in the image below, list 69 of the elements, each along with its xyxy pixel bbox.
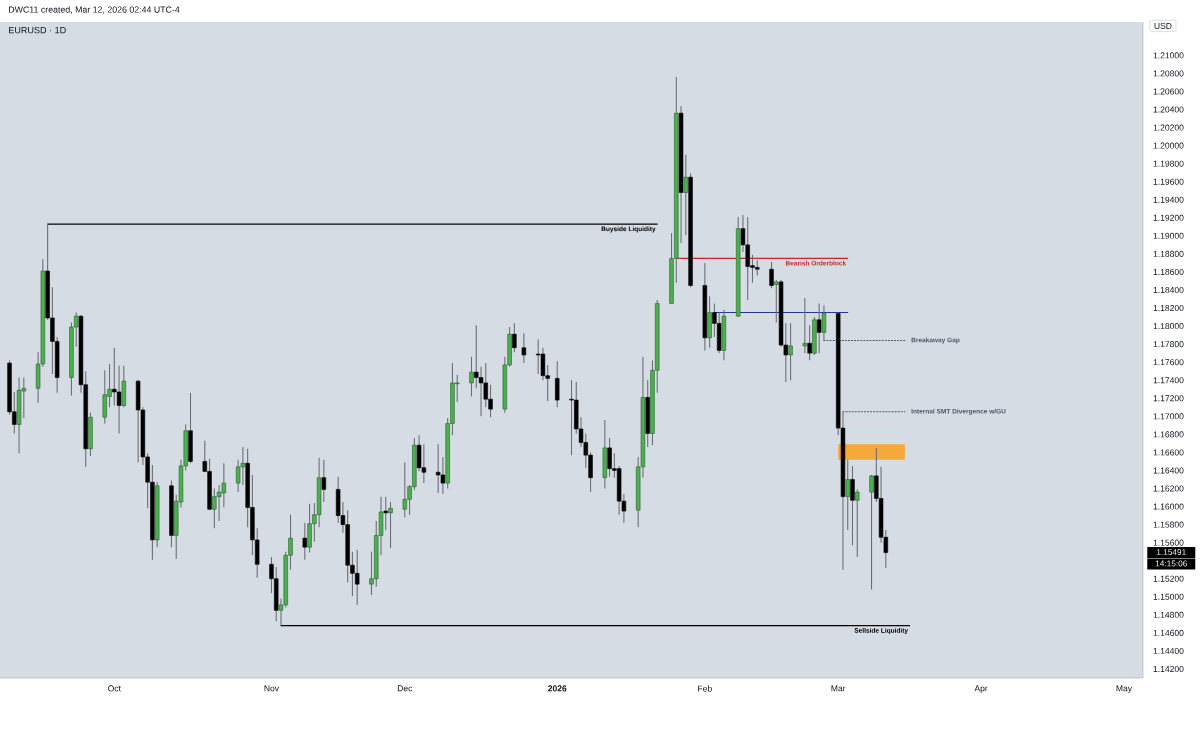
candlestick <box>435 443 441 494</box>
y-tick-label: 1.15600 <box>1153 539 1184 546</box>
y-tick-label: 1.20000 <box>1153 142 1184 149</box>
text: 14:15:06 <box>1155 560 1187 567</box>
candlestick <box>469 356 474 397</box>
y-tick-label: 1.17400 <box>1153 377 1184 384</box>
candlestick <box>769 261 774 289</box>
y-tick-label: 1.19400 <box>1153 196 1184 203</box>
y-tick-label: 1.16000 <box>1153 503 1184 510</box>
candlestick <box>302 522 308 561</box>
candlestick <box>788 322 793 381</box>
y-tick-label: 1.14600 <box>1153 629 1184 636</box>
y-tick-label: 1.14400 <box>1153 647 1184 654</box>
candlestick <box>116 365 122 434</box>
y-tick-label: 1.16600 <box>1153 449 1184 456</box>
y-tick-label: 1.18000 <box>1153 323 1184 330</box>
x-tick-label: May <box>1116 685 1132 694</box>
y-tick-label: 1.20400 <box>1153 106 1184 113</box>
y-tick-label: 1.16800 <box>1153 431 1184 438</box>
x-tick-label: 2026 <box>548 685 567 692</box>
y-tick-label: 1.18200 <box>1153 305 1184 312</box>
y-tick-label: 1.15800 <box>1153 521 1184 528</box>
candlestick <box>845 459 850 531</box>
y-tick-label: 1.17600 <box>1153 359 1184 366</box>
y-tick-label: 1.17000 <box>1153 413 1184 420</box>
y-tick-label: 1.15200 <box>1153 575 1184 582</box>
candlestick <box>869 474 874 591</box>
x-tick-label: Mar <box>831 685 846 692</box>
candlestick <box>512 322 517 353</box>
chart-title: EURUSD · 1D <box>9 26 66 34</box>
y-tick-label: 1.18400 <box>1153 286 1184 294</box>
x-tick-label: Feb <box>698 685 712 692</box>
y-tick-label: 1.20200 <box>1153 124 1184 131</box>
text: DWC11 created, Mar 12, 2026 02:44 UTC-4 <box>9 6 180 14</box>
y-tick-label: 1.19600 <box>1153 178 1184 185</box>
y-tick-label: 1.18600 <box>1153 268 1184 275</box>
x-tick-label: Dec <box>397 685 413 692</box>
y-tick-label: 1.14800 <box>1153 611 1184 618</box>
y-tick-label: 1.17800 <box>1153 341 1184 348</box>
y-axis-title: USD <box>1154 22 1172 29</box>
candlestick <box>774 279 779 324</box>
y-tick-label: 1.19200 <box>1153 214 1184 221</box>
y-tick-label: 1.18800 <box>1153 250 1184 257</box>
y-tick-label: 1.16200 <box>1153 485 1184 492</box>
candlestick <box>802 297 808 354</box>
candlestick <box>402 461 408 518</box>
candlestick <box>354 549 360 606</box>
y-tick-label: 1.21000 <box>1153 52 1184 59</box>
candlestick <box>816 302 822 354</box>
y-tick-label: 1.20600 <box>1153 88 1184 95</box>
y-tick-label: 1.17200 <box>1153 395 1184 402</box>
text: 1.15491 <box>1156 549 1186 555</box>
candlestick <box>535 339 541 375</box>
y-tick-label: 1.16400 <box>1153 467 1184 474</box>
candlestick <box>850 465 855 546</box>
y-tick-label: 1.20800 <box>1153 70 1184 77</box>
y-tick-label: 1.19800 <box>1153 160 1184 167</box>
y-tick-label: 1.15000 <box>1153 593 1184 600</box>
candlestick <box>388 501 393 549</box>
x-tick-label: Nov <box>264 685 280 692</box>
x-tick-label: Oct <box>108 685 121 692</box>
x-tick-label: Apr <box>974 685 988 694</box>
candlestick <box>555 360 560 408</box>
candlestick <box>683 154 689 236</box>
y-tick-label: 1.14200 <box>1153 665 1184 672</box>
y-tick-label: 1.19000 <box>1153 232 1184 239</box>
candlestick <box>855 488 860 558</box>
candlestick <box>521 332 527 364</box>
candlestick <box>321 459 327 503</box>
